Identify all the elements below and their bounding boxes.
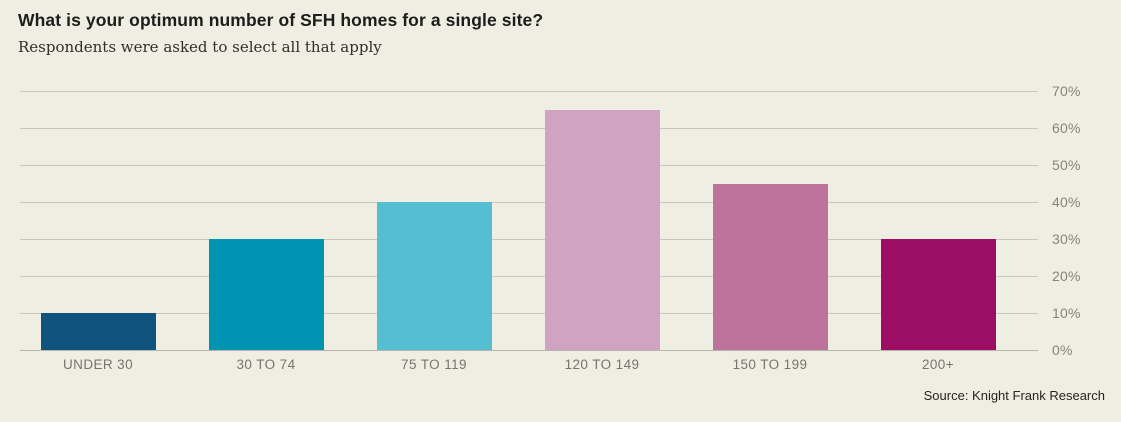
bar-120-to-149: [544, 109, 660, 350]
chart-gridlines: [20, 91, 1038, 351]
gridline: [20, 350, 1038, 351]
x-category-label: 150 TO 199: [732, 357, 808, 372]
y-tick-label: 0%: [1052, 342, 1073, 358]
x-category-label: UNDER 30: [63, 357, 133, 372]
bar-slot: [14, 91, 182, 350]
y-tick-label: 40%: [1052, 194, 1081, 210]
bar-under-30: [40, 313, 156, 350]
y-tick-label: 50%: [1052, 157, 1081, 173]
bar-200+: [880, 239, 996, 350]
bar-150-to-199: [712, 183, 828, 350]
y-tick-label: 30%: [1052, 231, 1081, 247]
chart-bars: [14, 91, 1022, 350]
gridline: [20, 313, 1038, 314]
x-category-label: 30 TO 74: [236, 357, 296, 372]
bar-slot: [350, 91, 518, 350]
y-tick-label: 20%: [1052, 268, 1081, 284]
y-axis-labels: 70% 60% 50% 40% 30% 20% 10% 0%: [1052, 83, 1112, 358]
page-title: What is your optimum number of SFH homes…: [18, 10, 544, 30]
gridline: [20, 202, 1038, 203]
y-tick-label: 60%: [1052, 120, 1081, 136]
gridline: [20, 276, 1038, 277]
bar-30-to-74: [208, 239, 324, 350]
x-axis-labels: UNDER 30 30 TO 74 75 TO 119 120 TO 149 150 T…: [14, 357, 1022, 372]
gridline: [20, 165, 1038, 166]
bar-75-to-119: [376, 202, 492, 350]
bar-slot: [518, 91, 686, 350]
y-tick-label: 10%: [1052, 305, 1081, 321]
x-category-label: 75 TO 119: [401, 357, 467, 372]
gridline: [20, 128, 1038, 129]
bar-slot: [182, 91, 350, 350]
page-subtitle: Respondents were asked to select all tha…: [18, 38, 382, 56]
y-tick-label: 70%: [1052, 83, 1081, 99]
x-category-label: 120 TO 149: [564, 357, 640, 372]
gridline: [20, 91, 1038, 92]
bar-slot: [854, 91, 1022, 350]
gridline: [20, 239, 1038, 240]
x-category-label: 200+: [921, 357, 954, 372]
bar-slot: [686, 91, 854, 350]
source-note: Source: Knight Frank Research: [923, 388, 1105, 403]
